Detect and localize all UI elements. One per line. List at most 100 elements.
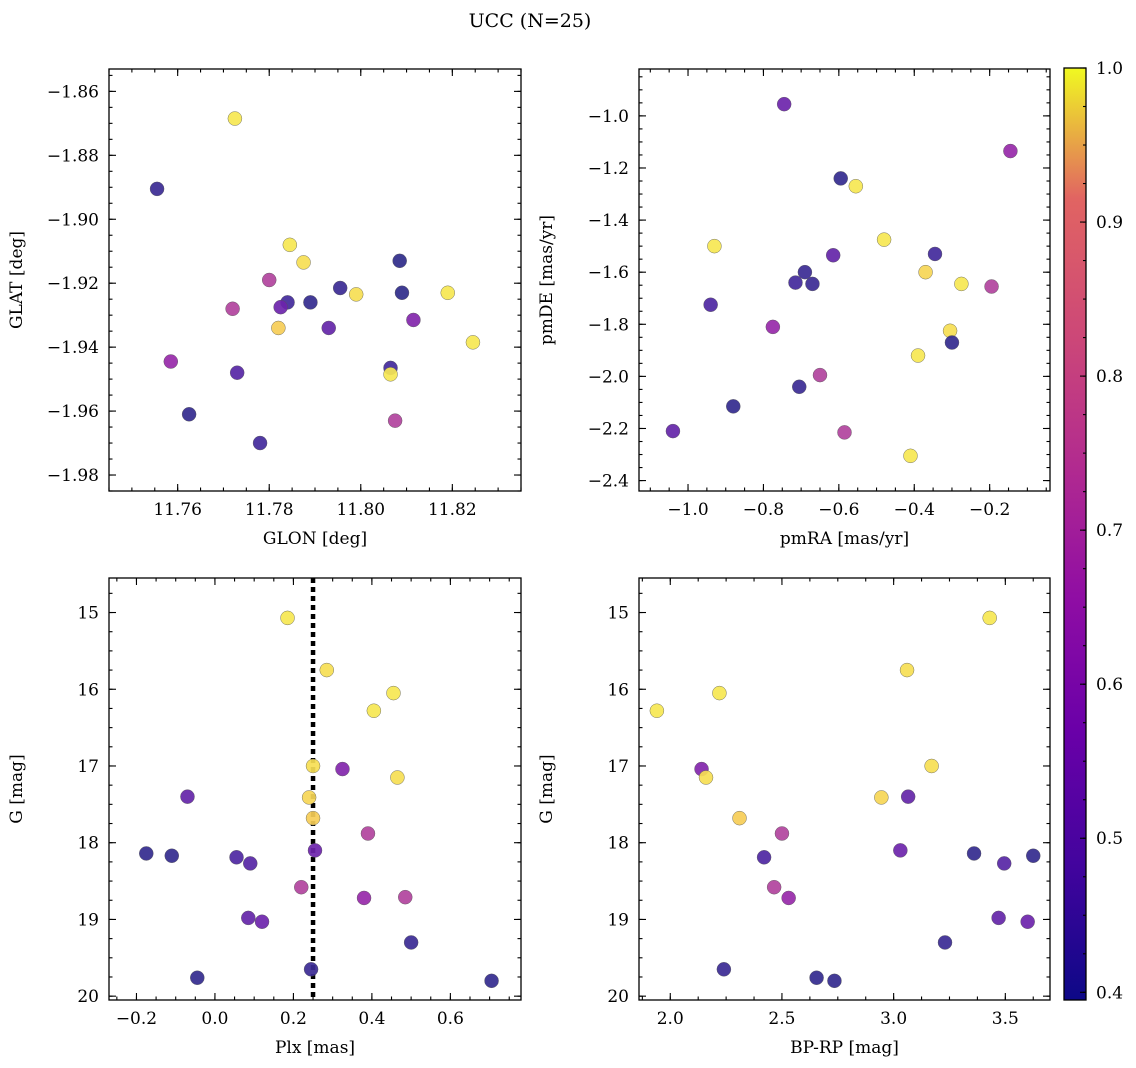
y-tick-label: −1.2 bbox=[588, 159, 629, 179]
x-tick-label: 0.0 bbox=[201, 1009, 228, 1029]
data-point bbox=[766, 880, 782, 895]
y-tick-label: 18 bbox=[77, 834, 99, 854]
data-point bbox=[712, 685, 727, 701]
data-point bbox=[997, 856, 1012, 871]
data-point bbox=[229, 365, 245, 380]
data-point bbox=[305, 810, 321, 826]
data-point bbox=[360, 826, 376, 841]
data-point bbox=[792, 379, 807, 395]
data-point bbox=[366, 703, 382, 718]
data-point bbox=[440, 285, 455, 300]
data-point bbox=[390, 770, 405, 785]
data-point bbox=[387, 413, 403, 428]
colorbar-tick-label: 1.0 bbox=[1096, 59, 1123, 79]
y-tick-label: −2.0 bbox=[588, 367, 629, 387]
y-tick-label: −1.0 bbox=[588, 107, 629, 127]
y-tick-label: −1.8 bbox=[588, 315, 629, 335]
data-point bbox=[180, 789, 195, 804]
x-tick-label: 3.0 bbox=[880, 1009, 907, 1029]
panels-group: 11.76 11.78 11.80 11.82 −1.86 −1.88 −1.90 −1.92… bbox=[7, 68, 1051, 1058]
data-point bbox=[243, 856, 258, 871]
data-point bbox=[665, 423, 681, 439]
data-point bbox=[809, 970, 824, 985]
data-point bbox=[252, 435, 268, 451]
data-point bbox=[776, 96, 792, 112]
data-point bbox=[394, 285, 410, 300]
data-point bbox=[273, 299, 288, 315]
data-point bbox=[910, 348, 926, 363]
x-tick-label: 3.5 bbox=[992, 1009, 1019, 1029]
data-point bbox=[924, 758, 939, 774]
data-point bbox=[756, 850, 772, 865]
data-point bbox=[812, 367, 828, 383]
data-point bbox=[321, 320, 336, 336]
colorbar-tick-label: 0.9 bbox=[1096, 213, 1123, 233]
y-axis-label: G [mag] bbox=[537, 754, 557, 823]
data-point bbox=[876, 232, 892, 247]
colorbar-tick-label: 0.5 bbox=[1096, 829, 1123, 849]
data-point bbox=[984, 279, 999, 294]
y-tick-label: −2.2 bbox=[588, 419, 629, 439]
data-point bbox=[966, 846, 982, 861]
data-point bbox=[1003, 143, 1018, 159]
data-point bbox=[305, 758, 321, 774]
x-tick-label: 0.2 bbox=[280, 1009, 307, 1029]
y-tick-label: −1.98 bbox=[47, 466, 99, 486]
data-point bbox=[788, 275, 803, 290]
data-point bbox=[848, 179, 864, 194]
data-point bbox=[825, 248, 841, 263]
x-tick-label: −0.8 bbox=[743, 500, 784, 520]
y-tick-label: −2.4 bbox=[588, 472, 629, 492]
x-tick-label: −0.4 bbox=[894, 500, 935, 520]
y-tick-label: −1.6 bbox=[588, 263, 629, 283]
data-point bbox=[899, 662, 915, 678]
y-tick-label: 15 bbox=[77, 604, 99, 624]
data-point bbox=[465, 335, 481, 350]
panel-plx-g: −0.2 0.0 0.2 0.4 0.6 15 16 17 18 19 20 Plx [mas] G [… bbox=[7, 577, 522, 1058]
data-point bbox=[229, 850, 244, 865]
colorbar-tick-label: 0.7 bbox=[1096, 521, 1123, 541]
x-tick-label: −0.2 bbox=[969, 500, 1010, 520]
data-point bbox=[149, 181, 165, 197]
data-point bbox=[982, 610, 997, 626]
x-axis-label: pmRA [mas/yr] bbox=[780, 529, 909, 549]
data-point bbox=[301, 790, 317, 805]
data-point bbox=[303, 295, 318, 310]
data-point bbox=[893, 843, 908, 858]
y-tick-label: 16 bbox=[607, 680, 629, 700]
data-point bbox=[241, 910, 256, 926]
data-point bbox=[1020, 914, 1035, 929]
data-point bbox=[190, 970, 205, 985]
data-point bbox=[356, 890, 372, 906]
plot-frame bbox=[638, 68, 1051, 492]
colorbar-frame bbox=[1063, 67, 1087, 1001]
y-tick-label: 17 bbox=[77, 757, 99, 777]
data-point bbox=[1026, 848, 1041, 863]
data-point bbox=[383, 367, 398, 382]
y-tick-label: −1.96 bbox=[47, 402, 99, 422]
y-tick-label: 18 bbox=[607, 834, 629, 854]
y-tick-label: −1.86 bbox=[47, 82, 99, 102]
y-tick-label: −1.94 bbox=[47, 338, 99, 358]
data-point bbox=[765, 319, 781, 335]
y-tick-label: −1.4 bbox=[588, 211, 629, 231]
data-point bbox=[403, 935, 419, 950]
data-point bbox=[837, 425, 852, 440]
data-point bbox=[805, 276, 820, 292]
plot-frame bbox=[638, 577, 1051, 1001]
y-axis-label: G [mag] bbox=[7, 754, 27, 823]
data-point bbox=[944, 335, 960, 350]
data-point bbox=[698, 770, 714, 785]
data-point bbox=[294, 880, 309, 895]
data-point bbox=[319, 662, 334, 678]
x-tick-label: 11.80 bbox=[336, 500, 385, 520]
data-point bbox=[181, 407, 197, 422]
y-tick-label: 19 bbox=[77, 910, 99, 930]
data-point bbox=[163, 354, 179, 369]
y-tick-label: 20 bbox=[607, 987, 629, 1007]
data-point bbox=[900, 789, 916, 804]
x-tick-label: −0.6 bbox=[818, 500, 859, 520]
colorbar-tick-label: 0.4 bbox=[1096, 983, 1123, 1003]
data-point bbox=[280, 610, 295, 626]
